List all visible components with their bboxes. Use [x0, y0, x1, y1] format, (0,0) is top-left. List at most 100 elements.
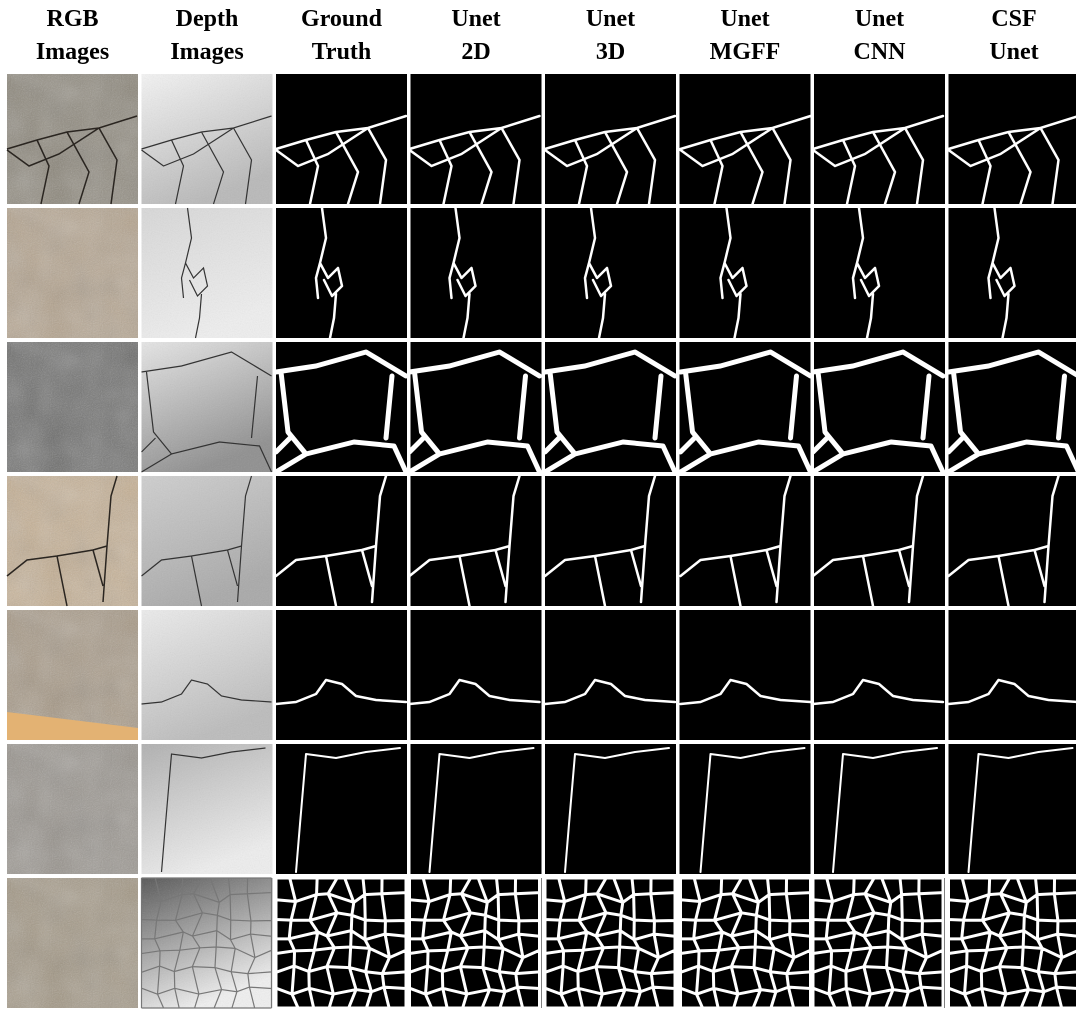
image-cell	[545, 342, 676, 472]
image-cell	[680, 744, 811, 874]
image-cell	[276, 744, 407, 874]
column-header: RGB	[46, 6, 98, 32]
column-header: Depth	[176, 6, 239, 32]
column-header: Images	[36, 39, 109, 65]
image-cell	[276, 610, 407, 740]
image-cell	[7, 610, 138, 740]
image-cell	[7, 74, 138, 204]
image-cell	[545, 878, 676, 1008]
mask-image	[276, 74, 407, 204]
image-cell	[949, 744, 1076, 874]
mask-image	[545, 476, 676, 606]
image-cell	[680, 476, 811, 606]
mask-image	[545, 610, 676, 740]
image-cell	[142, 610, 273, 740]
column-header: Unet	[989, 39, 1038, 65]
column-header: Unet	[720, 6, 769, 32]
image-cell	[814, 744, 945, 874]
image-cell	[680, 610, 811, 740]
image-cell	[949, 476, 1076, 606]
image-cell	[7, 744, 138, 874]
image-cell	[142, 878, 273, 1008]
column-header: Unet	[451, 6, 500, 32]
texture	[142, 74, 273, 204]
image-cell	[7, 208, 138, 338]
image-cell	[142, 342, 273, 472]
texture	[142, 208, 273, 338]
mask-image	[680, 744, 811, 874]
image-cell	[142, 744, 273, 874]
mask-image	[814, 476, 945, 606]
column-header: Ground	[301, 6, 383, 32]
column-header: 2D	[461, 39, 490, 65]
image-cell	[680, 878, 811, 1008]
mask-image	[680, 476, 811, 606]
column-header: Unet	[855, 6, 904, 32]
image-cell	[7, 342, 138, 472]
texture	[7, 74, 138, 204]
mask-image	[411, 476, 542, 606]
image-cell	[814, 208, 945, 338]
figure: RGB Images Depth Images Ground Truth Unet 2D Une…	[0, 0, 1076, 1013]
texture	[142, 342, 273, 472]
image-cell	[276, 208, 407, 338]
column-header: 3D	[596, 39, 625, 65]
image-cell	[276, 476, 407, 606]
mask-image	[814, 610, 945, 740]
texture	[7, 342, 138, 472]
mask-image	[814, 74, 945, 204]
image-cell	[142, 476, 273, 606]
mask-image	[276, 476, 407, 606]
mask-image	[545, 74, 676, 204]
mask-image	[949, 610, 1076, 740]
mask-image	[680, 610, 811, 740]
image-cell	[411, 208, 542, 338]
mask-image	[411, 610, 542, 740]
mask-image	[411, 208, 542, 338]
image-cell	[410, 610, 542, 740]
mask-image	[680, 208, 811, 338]
mask-image	[814, 208, 945, 338]
image-cell	[813, 878, 945, 1008]
image-cell	[813, 610, 945, 740]
texture	[7, 476, 138, 606]
image-cell	[680, 208, 811, 338]
image-cell	[545, 74, 676, 204]
image-cell	[410, 342, 542, 472]
mask-image	[949, 744, 1076, 874]
image-cell	[276, 342, 407, 472]
image-cell	[410, 476, 542, 606]
image-cell	[949, 208, 1076, 338]
image-cell	[813, 476, 945, 606]
image-cell	[813, 342, 945, 472]
image-cell	[545, 744, 676, 874]
image-cell	[680, 342, 811, 472]
column-header: MGFF	[710, 39, 781, 65]
column-header: Images	[170, 39, 243, 65]
texture	[142, 744, 273, 874]
image-cell	[949, 74, 1076, 204]
mask-image	[949, 476, 1076, 606]
texture	[142, 476, 273, 606]
texture	[7, 744, 138, 874]
mask-image	[545, 744, 676, 874]
page: RGB Images Depth Images Ground Truth Unet 2D Une…	[0, 0, 1076, 1013]
image-cell	[410, 74, 542, 204]
image-cell	[142, 74, 273, 204]
image-cell	[545, 208, 676, 338]
image-cell	[142, 208, 273, 338]
column-header: CSF	[991, 6, 1036, 32]
image-cell	[680, 74, 811, 204]
mask-image	[276, 208, 407, 338]
image-cell	[545, 610, 676, 740]
image-cell	[276, 74, 407, 204]
column-header: Unet	[586, 6, 635, 32]
image-cell	[7, 878, 138, 1008]
column-header: Truth	[312, 39, 372, 65]
texture	[7, 208, 138, 338]
image-cell	[949, 342, 1076, 472]
image-cell	[813, 74, 945, 204]
image-cell	[276, 878, 407, 1008]
column-header: CNN	[854, 39, 907, 65]
image-cell	[949, 610, 1076, 740]
